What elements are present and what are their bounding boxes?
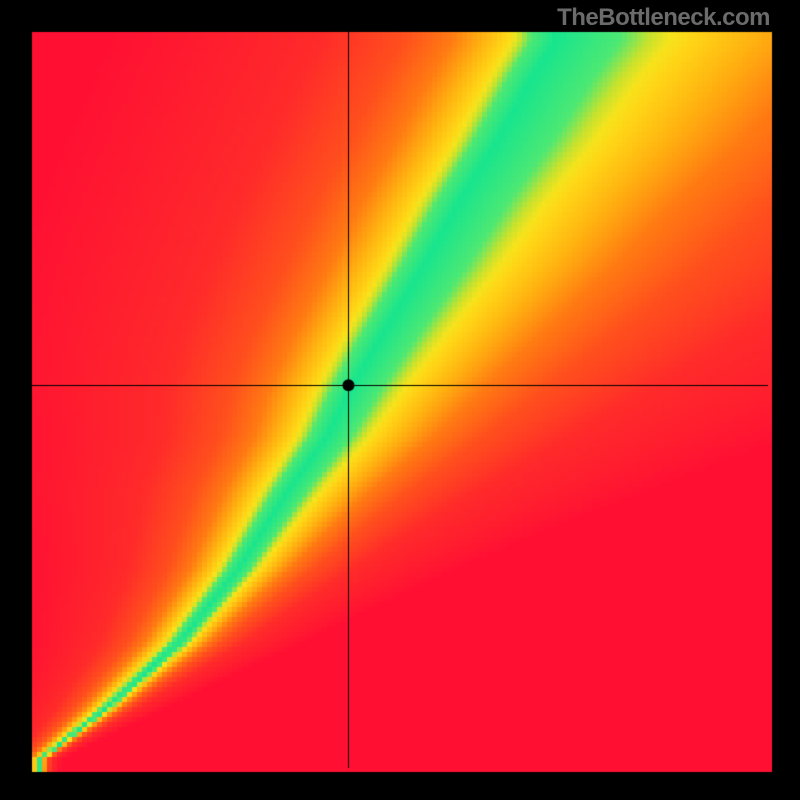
heatmap-canvas [0,0,800,800]
watermark-text: TheBottleneck.com [557,4,770,32]
figure-container: TheBottleneck.com [0,0,800,800]
